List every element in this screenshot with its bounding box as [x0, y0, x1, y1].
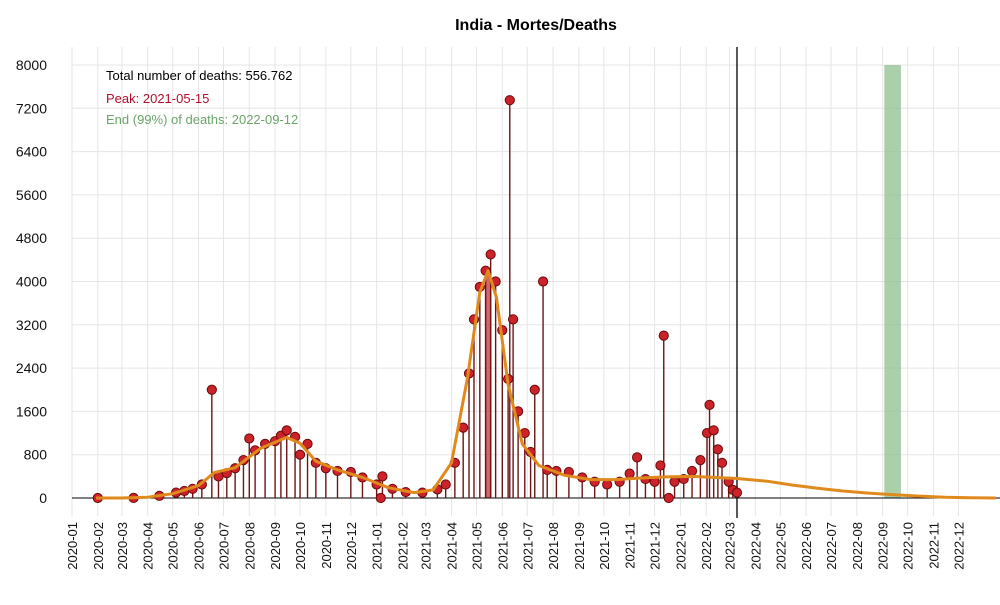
y-tick-label: 0	[39, 490, 47, 506]
data-point	[206, 384, 217, 395]
data-point	[658, 330, 669, 341]
y-tick-label: 800	[24, 447, 48, 463]
highlight-bands	[484, 65, 901, 498]
y-tick-label: 2400	[16, 360, 47, 376]
y-tick-label: 3200	[16, 317, 47, 333]
peak-band	[484, 270, 492, 498]
end-band	[884, 65, 901, 498]
x-tick-label: 2020-09	[268, 522, 283, 570]
total-deaths-annotation: Total number of deaths: 556.762	[106, 68, 292, 83]
chart-title: India - Mortes/Deaths	[455, 17, 617, 34]
x-tick-label: 2020-03	[115, 522, 130, 570]
fit-curve	[96, 269, 996, 500]
y-tick-label: 4800	[16, 230, 47, 246]
x-tick-label: 2020-02	[91, 522, 106, 570]
data-point	[708, 425, 719, 436]
x-tick-label: 2020-08	[242, 522, 257, 570]
data-point	[244, 433, 255, 444]
x-tick-label: 2022-01	[673, 522, 688, 570]
fit-curve-group	[96, 269, 996, 500]
y-tick-label: 6400	[16, 144, 47, 160]
y-tick-label: 4000	[16, 274, 47, 290]
annotations: Total number of deaths: 556.762 Peak: 20…	[106, 68, 298, 127]
x-tick-label: 2022-03	[723, 522, 738, 570]
data-point	[731, 487, 743, 498]
data-point	[632, 452, 643, 463]
x-tick-label: 2022-08	[850, 522, 865, 570]
x-tick-label: 2021-04	[445, 522, 460, 570]
data-point	[281, 425, 292, 436]
x-tick-label: 2020-04	[141, 522, 156, 570]
x-tick-label: 2022-06	[799, 522, 814, 570]
data-point	[686, 465, 698, 477]
x-tick-label: 2021-12	[648, 522, 663, 570]
data-point	[669, 476, 680, 487]
x-tick-label: 2022-07	[824, 522, 839, 570]
data-stems	[132, 100, 738, 498]
y-tick-label: 5600	[16, 187, 47, 203]
data-point	[712, 444, 723, 455]
y-tick-label: 8000	[16, 57, 47, 73]
data-point	[377, 471, 388, 482]
x-tick-label: 2022-10	[901, 522, 916, 570]
data-point	[485, 249, 496, 260]
x-tick-label: 2022-05	[773, 522, 788, 570]
x-tick-label: 2021-10	[597, 522, 612, 570]
data-point	[294, 449, 306, 460]
data-point	[440, 479, 451, 490]
x-tick-label: 2021-09	[572, 522, 587, 570]
data-point	[704, 399, 715, 411]
data-point	[375, 492, 386, 504]
data-point	[624, 468, 635, 479]
data-point	[602, 479, 613, 490]
data-point	[537, 276, 549, 287]
data-point	[695, 455, 706, 466]
data-point	[504, 95, 515, 106]
data-point	[663, 492, 674, 504]
tick-labels: 0 800 1600 2400 3200 4000 4800 5600 6400 7200 8000…	[16, 57, 967, 570]
x-tick-label: 2022-12	[951, 522, 966, 570]
x-tick-label: 2022-09	[876, 522, 891, 570]
x-tick-label: 2020-01	[65, 522, 80, 570]
x-tick-label: 2022-04	[748, 522, 763, 570]
x-tick-label: 2020-12	[344, 522, 359, 570]
data-point	[529, 384, 540, 395]
x-tick-label: 2020-07	[216, 522, 231, 570]
x-tick-label: 2022-02	[699, 522, 714, 570]
grid	[71, 47, 1000, 516]
y-tick-label: 7200	[16, 100, 47, 116]
peak-annotation: Peak: 2021-05-15	[106, 91, 209, 106]
x-tick-label: 2021-05	[469, 522, 484, 570]
data-point	[302, 438, 313, 449]
x-tick-label: 2022-11	[926, 522, 941, 569]
x-tick-label: 2021-11	[623, 522, 638, 569]
data-point	[508, 314, 519, 325]
x-tick-label: 2020-10	[293, 522, 308, 570]
data-points	[92, 95, 743, 504]
x-tick-label: 2021-07	[520, 522, 535, 570]
x-tick-label: 2021-08	[546, 522, 561, 570]
x-tick-label: 2021-06	[495, 522, 510, 570]
x-tick-label: 2021-01	[370, 522, 385, 570]
end-annotation: End (99%) of deaths: 2022-09-12	[106, 112, 298, 127]
y-tick-label: 1600	[16, 403, 47, 419]
data-point	[655, 460, 666, 471]
x-tick-label: 2020-11	[319, 522, 334, 569]
x-tick-label: 2021-02	[395, 522, 410, 570]
x-tick-label: 2021-03	[419, 522, 434, 570]
x-tick-label: 2020-06	[192, 522, 207, 570]
x-tick-label: 2020-05	[166, 522, 181, 570]
data-point	[716, 457, 728, 468]
